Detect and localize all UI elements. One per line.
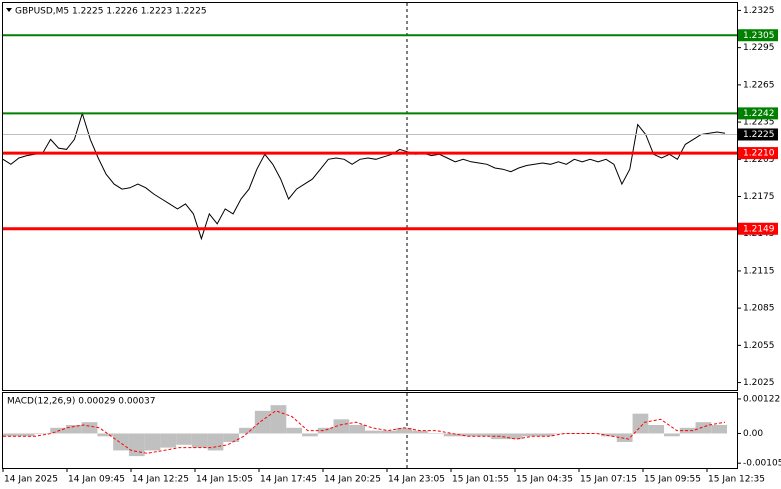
histogram-bar — [317, 427, 334, 434]
histogram-bar — [176, 433, 192, 445]
histogram-bar — [412, 430, 428, 434]
x-tick-label: 15 Jan 07:15 — [580, 475, 637, 485]
histogram-bar — [81, 422, 98, 434]
histogram-bar — [349, 424, 365, 434]
histogram-bar — [223, 433, 240, 442]
histogram-bar — [160, 433, 177, 448]
x-tick-label: 14 Jan 12:25 — [132, 475, 189, 485]
y-tick-label: 1.2175 — [743, 192, 775, 202]
histogram-bar — [648, 424, 665, 434]
level-label-bg — [738, 107, 778, 120]
x-tick-label: 15 Jan 12:35 — [708, 475, 765, 485]
histogram-bar — [459, 433, 476, 437]
histogram-bar — [144, 433, 161, 451]
panel-title: MACD(12,26,9) 0.00029 0.00037 — [7, 397, 156, 407]
y-tick-label: 0.00 — [743, 429, 763, 439]
last-price-label: 1.2225 — [743, 130, 775, 140]
histogram-bar — [286, 427, 303, 434]
x-tick-label: 14 Jan 09:45 — [68, 475, 125, 485]
histogram-bar — [711, 424, 727, 434]
histogram-bar — [270, 405, 287, 434]
level-label: 1.2149 — [743, 224, 775, 234]
histogram-bar — [695, 422, 712, 434]
level-label: 1.2242 — [743, 109, 775, 119]
histogram-bar — [113, 433, 129, 451]
histogram-bar — [18, 433, 35, 437]
x-tick-label: 14 Jan 17:45 — [260, 475, 317, 485]
x-tick-label: 14 Jan 15:05 — [196, 475, 253, 485]
level-label-bg — [738, 29, 778, 42]
histogram-bar — [522, 433, 539, 437]
y-tick-label: 1.2325 — [743, 6, 775, 16]
y-tick-label: 1.2235 — [743, 118, 775, 128]
histogram-bar — [34, 433, 51, 434]
histogram-bar — [664, 433, 680, 437]
histogram-bar — [632, 413, 649, 434]
histogram-bar — [302, 433, 318, 437]
x-tick-label: 14 Jan 23:05 — [388, 475, 445, 485]
x-tick-label: 15 Jan 01:55 — [452, 475, 509, 485]
x-tick-label: 14 Jan 20:25 — [324, 475, 381, 485]
y-tick-label: 1.2115 — [743, 266, 775, 276]
signal-line — [3, 410, 726, 454]
y-tick-label: 0.00122 — [743, 394, 780, 404]
histogram-bar — [396, 427, 413, 434]
histogram-bar — [97, 433, 114, 437]
x-tick-label: 14 Jan 2025 — [4, 475, 58, 485]
level-label: 1.2210 — [743, 149, 775, 159]
y-tick-label: 1.2205 — [743, 155, 775, 165]
y-tick-label: 1.2265 — [743, 80, 775, 90]
y-tick-label: 1.2055 — [743, 341, 775, 351]
x-tick-label: 15 Jan 04:35 — [516, 475, 573, 485]
histogram-bar — [65, 424, 82, 434]
y-tick-label: 1.2085 — [743, 304, 775, 314]
level-label-bg — [738, 147, 778, 160]
y-tick-label: 1.2025 — [743, 378, 775, 388]
histogram-bar — [3, 433, 19, 437]
histogram-bar — [427, 433, 444, 434]
histogram-bar — [538, 433, 554, 437]
menu-arrow — [6, 8, 12, 12]
level-label-bg — [738, 222, 778, 235]
histogram-bar — [506, 433, 523, 440]
histogram-bar — [128, 433, 145, 457]
histogram-bar — [616, 433, 633, 442]
histogram-bar — [191, 433, 208, 448]
panel-title: GBPUSD,M5 1.2225 1.2226 1.2223 1.2225 — [15, 7, 207, 17]
histogram-bar — [239, 427, 255, 434]
y-tick-label: 1.2295 — [743, 43, 775, 53]
histogram-bar — [601, 433, 617, 437]
y-tick-label: -0.00105 — [743, 459, 781, 469]
histogram-bar — [254, 410, 271, 434]
macd-frame — [2, 392, 738, 469]
x-tick-label: 15 Jan 09:55 — [644, 475, 701, 485]
histogram-bar — [380, 430, 397, 434]
histogram-bar — [443, 433, 460, 437]
price-line — [2, 111, 726, 241]
histogram-bar — [365, 430, 381, 434]
last-price-bg — [738, 128, 778, 141]
histogram-bar — [475, 433, 491, 437]
histogram-bar — [333, 419, 350, 434]
level-label: 1.2305 — [743, 31, 775, 41]
